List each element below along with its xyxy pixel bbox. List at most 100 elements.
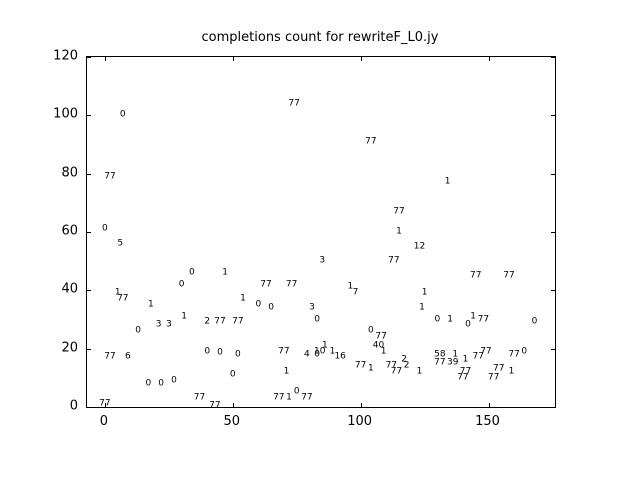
data-point-label: 12 [413,241,426,252]
y-tick-mark [551,348,555,350]
data-point-label: 77 [390,366,403,377]
data-point-label: 0 [521,346,528,357]
x-tick-label: 150 [475,414,500,429]
data-point-label: 1 [396,226,402,237]
data-point-label: 1 [222,267,228,278]
data-point-label: 1 [286,392,292,403]
data-point-label: 1 [416,366,423,377]
data-point-label: 1 [148,299,154,310]
data-point-label: 1 [240,293,246,304]
data-point-label: 0 [531,316,538,327]
data-point-label: 1 [347,281,354,292]
data-point-label: 1 [447,314,454,324]
y-tick-mark [87,115,91,117]
y-tick-label: 40 [61,281,78,297]
data-point-label: 10 [313,346,326,357]
data-point-label: 5 [117,238,124,249]
y-tick-mark [551,232,555,233]
data-point-label: 0 [367,325,374,336]
data-point-label: 77 [493,363,505,374]
x-tick-mark [488,57,490,61]
data-point-label: 77 [278,346,290,357]
data-point-label: 77 [209,400,221,411]
plot-area: 0 77 0 5 1 77 77 6 77 0 0 0 1 3 3 0 0 1 0 77 2 0 77 77 0 1 0 77 0 1 0 7… [86,56,556,411]
data-point-label: 77 [459,366,472,377]
data-point-label: 0 [235,349,241,359]
data-point-label: 77 [214,316,226,327]
x-tick-label: 100 [347,414,373,429]
data-point-label: 77 [388,255,400,266]
data-point-label: 1 [367,363,374,374]
data-point-label: 77 [477,314,490,324]
data-point-label: 39 [446,357,459,368]
data-point-label: 0 [465,319,471,330]
data-point-label: 77 [285,279,298,289]
data-point-label: 1 [462,354,469,365]
data-point-label: 77 [434,357,446,368]
data-point-label: 0 [135,325,142,336]
data-point-label: 77 [99,398,111,409]
data-point-label: 40 [372,340,385,351]
data-point-label: 77 [472,351,484,362]
data-point-label: 1 [329,346,336,357]
data-point-label: 77 [301,392,313,403]
x-tick-mark [104,57,106,61]
data-point-label: 58 [434,349,446,359]
x-tick-mark [232,57,234,61]
data-point-label: 0 [314,314,321,324]
y-tick-mark [87,348,91,350]
data-point-label: 1 [470,311,477,322]
data-point-label: 2 [401,354,407,365]
y-tick-label: 0 [69,398,78,414]
data-point-label: 77 [385,360,398,371]
data-point-label: 1 [419,302,425,313]
y-tick-label: 80 [61,165,78,181]
data-point-label: 1 [452,349,459,359]
data-point-label: 77 [480,346,492,357]
y-tick-label: 120 [53,48,78,64]
data-point-label: 77 [232,316,244,327]
data-point-label: 0 [119,109,126,120]
data-point-label: 2 [204,316,211,327]
data-point-label: 77 [457,372,469,383]
data-point-label: 0 [204,346,211,357]
data-point-label: 77 [375,331,387,342]
x-tick-mark [360,57,362,61]
chart-title: completions count for rewriteF_L0.jy [201,30,439,45]
data-point-label: 6 [125,351,131,362]
data-point-label: 0 [217,347,223,358]
x-tick-label: 50 [223,414,241,429]
data-point-label: 77 [193,392,206,403]
data-point-label: 0 [158,378,165,389]
data-point-label: 77 [288,98,300,109]
data-point-label: 3 [319,255,326,266]
data-point-label: 77 [469,270,482,281]
data-point-label: 77 [117,293,129,304]
data-point-label: 0 [188,267,195,278]
data-point-label: 77 [273,392,285,403]
data-point-label: 0 [229,369,236,380]
data-point-label: 1 [181,311,188,322]
data-point-label: 1 [444,176,451,187]
data-point-label: 77 [104,351,116,362]
x-tick-mark [232,403,234,407]
data-point-label: 77 [393,206,405,217]
data-point-label: 77 [104,171,116,182]
y-tick-label: 100 [53,106,78,122]
data-point-label: 0 [293,386,300,397]
data-point-label: 1 [321,340,328,351]
x-tick-mark [360,403,362,407]
y-tick-label: 20 [61,340,78,356]
data-point-label: 3 [155,319,162,330]
y-tick-mark [87,290,91,292]
data-point-label: 77 [503,270,515,281]
data-point-label: 3 [309,302,315,313]
data-point-label: 77 [487,372,500,383]
y-tick-label: 60 [61,223,78,239]
data-point-label: 0 [102,223,108,234]
data-point-label: 77 [354,360,367,371]
y-tick-mark [87,57,91,58]
data-point-label: 3 [165,319,172,330]
data-point-label: 1 [421,287,428,298]
y-tick-mark [87,232,91,233]
